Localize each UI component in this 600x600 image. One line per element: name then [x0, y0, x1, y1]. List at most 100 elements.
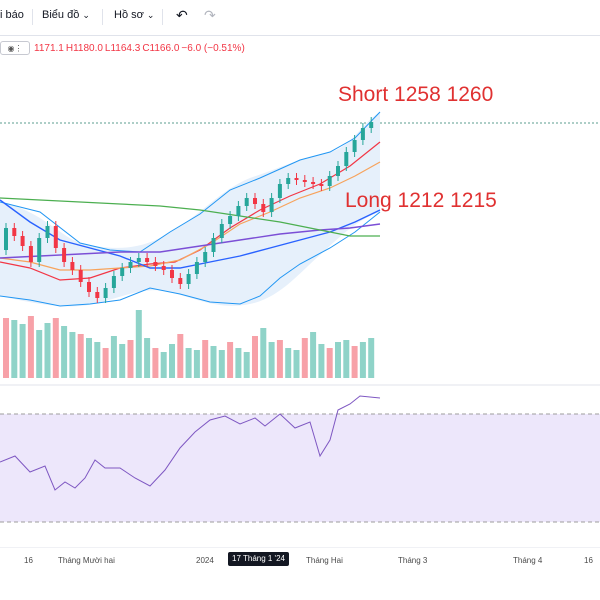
candle-body	[103, 288, 108, 298]
candle-body	[219, 224, 224, 238]
candle-body	[170, 270, 174, 278]
bollinger-upper	[0, 111, 381, 253]
candle-body	[128, 262, 133, 268]
candle-body	[327, 176, 332, 186]
long-annotation: Long 1212 1215	[345, 189, 497, 212]
volume-bar	[27, 316, 34, 378]
volume-bar	[351, 346, 358, 378]
redo-arrow-icon[interactable]: ↷	[204, 7, 216, 23]
volume-bar	[77, 334, 84, 378]
volume-bar	[36, 330, 43, 378]
volume-bar	[169, 344, 175, 378]
candle-body	[236, 206, 241, 216]
candle-body	[70, 262, 75, 270]
candle-body	[228, 216, 233, 224]
candle-body	[286, 178, 291, 184]
volume-bar	[19, 324, 26, 378]
time-tick: Tháng Mười hai	[58, 556, 115, 565]
eye-icon[interactable]: ◉⋮	[0, 41, 30, 55]
ohlc-high: H1180.0	[65, 42, 103, 54]
candle-body	[369, 122, 374, 128]
volume-bar	[301, 338, 308, 378]
candle-body	[352, 140, 357, 152]
volume-bar	[243, 352, 250, 378]
candle-body	[294, 178, 299, 180]
candle-body	[194, 262, 199, 274]
crosshair-time-label: 17 Tháng 1 '24	[228, 552, 289, 566]
candle-body	[211, 238, 216, 252]
volume-bar	[326, 348, 333, 378]
ohlc-legend: ◉⋮ 1171.1 H1180.0 L1164.3 C1166.0 −6.0 (…	[0, 40, 247, 56]
candle-body	[186, 274, 191, 284]
candle-body	[95, 292, 100, 298]
volume-bar	[127, 340, 134, 378]
rsi-pane-band	[0, 414, 600, 522]
volume-bar	[193, 350, 200, 378]
volume-bar	[69, 332, 76, 378]
candle-body	[319, 184, 324, 186]
volume-bars	[3, 310, 375, 378]
time-tick: 16	[584, 556, 593, 565]
candle-body	[344, 152, 349, 166]
candle-body	[253, 198, 257, 204]
candle-body	[53, 226, 58, 248]
volume-bar	[260, 328, 267, 378]
candle-body	[12, 228, 17, 236]
volume-bar	[135, 310, 142, 378]
rsi-line	[0, 395, 381, 491]
volume-bar	[335, 342, 341, 378]
ohlc-open: 1171.1	[34, 42, 64, 54]
chevron-down-icon: ⌄	[146, 9, 155, 20]
volume-bar	[3, 318, 9, 378]
volume-bar	[11, 320, 18, 378]
toolbar-divider	[32, 9, 33, 25]
candle-body	[360, 128, 365, 140]
candle-body	[244, 198, 249, 206]
candle-body	[153, 262, 158, 266]
bollinger-band-fill	[0, 112, 380, 307]
volume-bar	[152, 348, 159, 378]
volume-bar	[252, 336, 258, 378]
volume-bar	[310, 332, 317, 378]
candle-body	[203, 252, 208, 262]
volume-bar	[144, 338, 151, 378]
profile-menu[interactable]: Hồ sơ ⌄	[114, 9, 154, 21]
candle-body	[145, 258, 150, 262]
candle-body	[277, 184, 282, 198]
ohlc-change: −6.0 (−0.51%)	[181, 42, 245, 54]
volume-bar	[119, 344, 126, 378]
candle-body	[120, 268, 125, 276]
candle-body	[4, 228, 8, 250]
candle-body	[37, 238, 42, 262]
volume-bar	[160, 352, 167, 378]
top-toolbar: i báo Biểu đồ ⌄ Hồ sơ ⌄ ↶ ↷	[0, 0, 600, 36]
short-annotation: Short 1258 1260	[338, 83, 494, 106]
candle-body	[261, 204, 266, 212]
price-chart[interactable]	[0, 0, 600, 548]
volume-bar	[44, 323, 51, 378]
volume-bar	[268, 342, 275, 378]
volume-bar	[235, 348, 242, 378]
volume-bar	[368, 338, 375, 378]
chart-menu[interactable]: Biểu đồ ⌄	[42, 9, 90, 21]
volume-bar	[285, 348, 292, 378]
time-tick: 16	[24, 556, 33, 565]
candlesticks	[4, 117, 374, 303]
undo-arrow-icon[interactable]: ↶	[176, 7, 188, 23]
volume-bar	[318, 344, 325, 378]
time-tick: Tháng 4	[513, 556, 543, 565]
candle-body	[62, 248, 67, 262]
bottom-strip	[0, 574, 600, 600]
candle-body	[302, 180, 307, 182]
time-axis: 16 Tháng Mười hai 2024 Tháng Hai Tháng 3…	[0, 548, 600, 572]
candle-body	[111, 276, 116, 288]
volume-bar	[52, 318, 59, 378]
volume-bar	[210, 346, 217, 378]
candle-body	[311, 182, 316, 184]
volume-bar	[61, 326, 68, 378]
indicators-menu[interactable]: i báo	[0, 9, 24, 21]
chevron-down-icon: ⌄	[82, 9, 90, 20]
volume-bar	[177, 334, 184, 378]
volume-bar	[293, 350, 300, 378]
volume-bar	[359, 342, 366, 378]
